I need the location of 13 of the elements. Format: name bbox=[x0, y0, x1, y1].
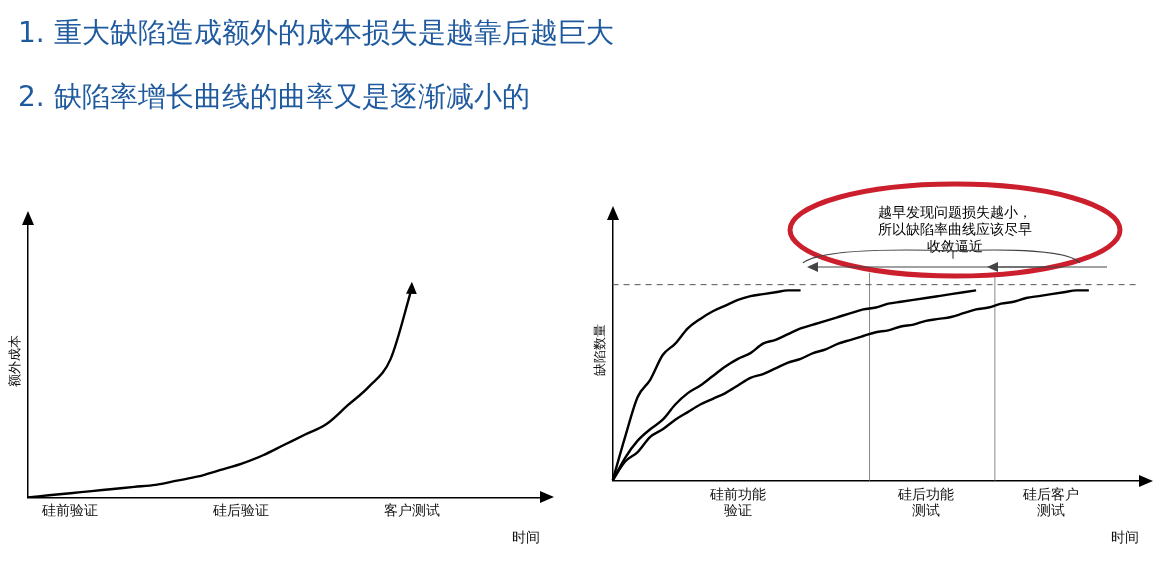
chart-title: 1. 重大缺陷造成额外的成本损失是越靠后越巨大 bbox=[18, 15, 614, 51]
x-tick-label: 硅后客户测试 bbox=[1022, 485, 1080, 519]
x-tick-label: 硅后功能测试 bbox=[896, 485, 954, 519]
x-tick-label: 硅前功能验证 bbox=[708, 485, 766, 519]
x-axis-title: 时间 bbox=[1111, 529, 1139, 546]
text: 越早发现问题损失越小，所以缺陷率曲线应该尽早收敛逼近 bbox=[878, 203, 1032, 254]
x-tick-label: 硅前验证 bbox=[41, 502, 99, 519]
x-tick-label: 客户测试 bbox=[383, 502, 440, 519]
y-axis-title: 缺陷数量 bbox=[592, 324, 608, 377]
chart-subtitle: 2. 缺陷率增长曲线的曲率又是逐渐减小的 bbox=[18, 79, 530, 115]
x-axis-title: 时间 bbox=[512, 529, 540, 546]
x-tick-label: 硅后验证 bbox=[212, 502, 270, 519]
y-axis-title: 额外成本 bbox=[7, 335, 23, 388]
